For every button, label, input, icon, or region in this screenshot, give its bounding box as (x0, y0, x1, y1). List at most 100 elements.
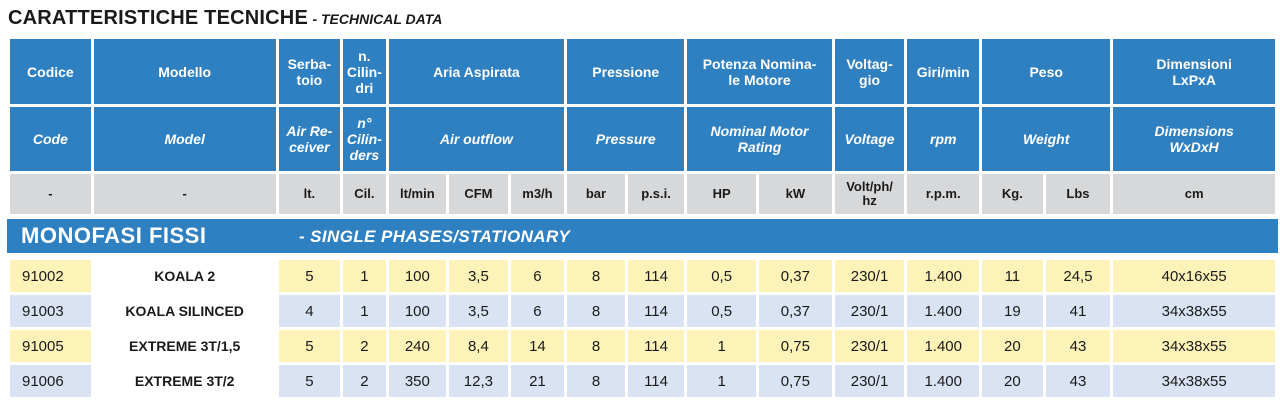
value-cell: 11 (982, 260, 1043, 292)
header-en-text: n° Cilin- ders (346, 115, 382, 163)
value-cell: 20 (982, 330, 1043, 362)
value-cell: 14 (510, 330, 565, 362)
header-en-cell: Pressure (567, 107, 685, 171)
code-cell: 91002 (10, 260, 91, 292)
value-cell: 8 (567, 330, 625, 362)
title-sub: - TECHNICAL DATA (312, 11, 443, 27)
header-en-cell: Nominal Motor Rating (687, 107, 832, 171)
value-cell: 0,75 (758, 365, 832, 397)
value-cell: 20 (982, 365, 1043, 397)
header-it-cell: Dimensioni LxPxA (1113, 39, 1275, 104)
unit-cell: Lbs (1045, 174, 1111, 214)
section-subtitle: - SINGLE PHASES/STATIONARY (299, 227, 571, 246)
unit-cell: Kg. (982, 174, 1043, 214)
header-it-cell: Modello (93, 39, 276, 104)
header-en-cell: Weight (982, 107, 1111, 171)
value-cell: 0,75 (758, 330, 832, 362)
value-cell: 12,3 (449, 365, 508, 397)
model-cell: KOALA 2 (93, 260, 276, 292)
header-it-cell: Aria Aspirata (388, 39, 565, 104)
header-en-cell: Air outflow (388, 107, 565, 171)
unit-cell: kW (758, 174, 832, 214)
value-cell: 1.400 (907, 260, 980, 292)
unit-cell: m3/h (510, 174, 565, 214)
header-row-english: Code Model Air Re- ceiver n° Cilin- ders… (10, 107, 1275, 171)
table-row: 91003 KOALA SILINCED 4 1 100 3,5 6 8 114 0,5 0,37 2… (10, 295, 1275, 327)
unit-cell: - (93, 174, 276, 214)
value-cell: 114 (627, 295, 685, 327)
header-it-cell: Peso (982, 39, 1111, 104)
unit-cell: p.s.i. (627, 174, 685, 214)
code-cell: 91005 (10, 330, 91, 362)
value-cell: 5 (278, 330, 341, 362)
data-table: 91002 KOALA 2 5 1 100 3,5 6 8 114 0,5 0,37 230/1 1.4… (7, 257, 1278, 400)
header-row-italian: Codice Modello Serba- toio n. Cilin- dri… (10, 39, 1275, 104)
header-en-cell: Model (93, 107, 276, 171)
value-cell: 19 (982, 295, 1043, 327)
unit-cell: cm (1113, 174, 1275, 214)
value-cell: 21 (510, 365, 565, 397)
header-en-cell: Air Re- ceiver (278, 107, 341, 171)
header-it-cell: n. Cilin- dri (343, 39, 386, 104)
value-cell: 1 (343, 295, 386, 327)
value-cell: 0,37 (758, 260, 832, 292)
header-it-cell: Potenza Nomina- le Motore (687, 39, 832, 104)
header-it-text: Voltag- gio (846, 55, 893, 88)
value-cell: 230/1 (834, 330, 905, 362)
table-row: 91006 EXTREME 3T/2 5 2 350 12,3 21 8 114 1 0,75 230… (10, 365, 1275, 397)
header-it-text: Potenza Nomina- le Motore (702, 55, 817, 88)
value-cell: 34x38x55 (1113, 365, 1275, 397)
unit-cell: bar (567, 174, 625, 214)
value-cell: 0,5 (687, 260, 756, 292)
header-en-text: Dimensions WxDxH (1154, 123, 1234, 155)
value-cell: 1 (687, 365, 756, 397)
header-it-cell: Voltag- gio (834, 39, 905, 104)
header-en-cell: Voltage (834, 107, 905, 171)
header-en-cell: Dimensions WxDxH (1113, 107, 1275, 171)
header-it-cell: Pressione (567, 39, 685, 104)
section-title: MONOFASI FISSI (21, 223, 207, 248)
value-cell: 230/1 (834, 260, 905, 292)
code-cell: 91003 (10, 295, 91, 327)
header-it-text: Dimensioni LxPxA (1156, 55, 1232, 88)
header-en-cell: Code (10, 107, 91, 171)
value-cell: 8 (567, 260, 625, 292)
value-cell: 2 (343, 365, 386, 397)
unit-cell: HP (687, 174, 756, 214)
value-cell: 34x38x55 (1113, 295, 1275, 327)
value-cell: 43 (1045, 330, 1111, 362)
value-cell: 8 (567, 295, 625, 327)
table-row: 91002 KOALA 2 5 1 100 3,5 6 8 114 0,5 0,37 230/1 1.4… (10, 260, 1275, 292)
unit-cell: r.p.m. (907, 174, 980, 214)
unit-cell: lt/min (388, 174, 447, 214)
value-cell: 0,5 (687, 295, 756, 327)
value-cell: 5 (278, 260, 341, 292)
unit-cell: Volt/ph/ hz (834, 174, 905, 214)
value-cell: 34x38x55 (1113, 330, 1275, 362)
title-main: CARATTERISTICHE TECNICHE (8, 7, 308, 29)
value-cell: 0,37 (758, 295, 832, 327)
value-cell: 3,5 (449, 295, 508, 327)
header-it-cell: Giri/min (907, 39, 980, 104)
value-cell: 1 (687, 330, 756, 362)
value-cell: 43 (1045, 365, 1111, 397)
header-row-units: - - lt. Cil. lt/min CFM m3/h bar p.s.i. … (10, 174, 1275, 214)
header-it-text: Serba- toio (287, 55, 332, 88)
value-cell: 240 (388, 330, 447, 362)
header-table: Codice Modello Serba- toio n. Cilin- dri… (7, 36, 1278, 217)
table-row: 91005 EXTREME 3T/1,5 5 2 240 8,4 14 8 114 1 0,75 23… (10, 330, 1275, 362)
value-cell: 2 (343, 330, 386, 362)
value-cell: 350 (388, 365, 447, 397)
header-en-cell: rpm (907, 107, 980, 171)
section-banner: MONOFASI FISSI - SINGLE PHASES/STATIONAR… (7, 219, 1278, 253)
value-cell: 100 (388, 295, 447, 327)
header-en-text: Nominal Motor Rating (710, 123, 809, 155)
value-cell: 114 (627, 365, 685, 397)
model-cell: KOALA SILINCED (93, 295, 276, 327)
value-cell: 114 (627, 260, 685, 292)
value-cell: 100 (388, 260, 447, 292)
header-it-cell: Codice (10, 39, 91, 104)
value-cell: 24,5 (1045, 260, 1111, 292)
unit-cell: - (10, 174, 91, 214)
value-cell: 1.400 (907, 365, 980, 397)
